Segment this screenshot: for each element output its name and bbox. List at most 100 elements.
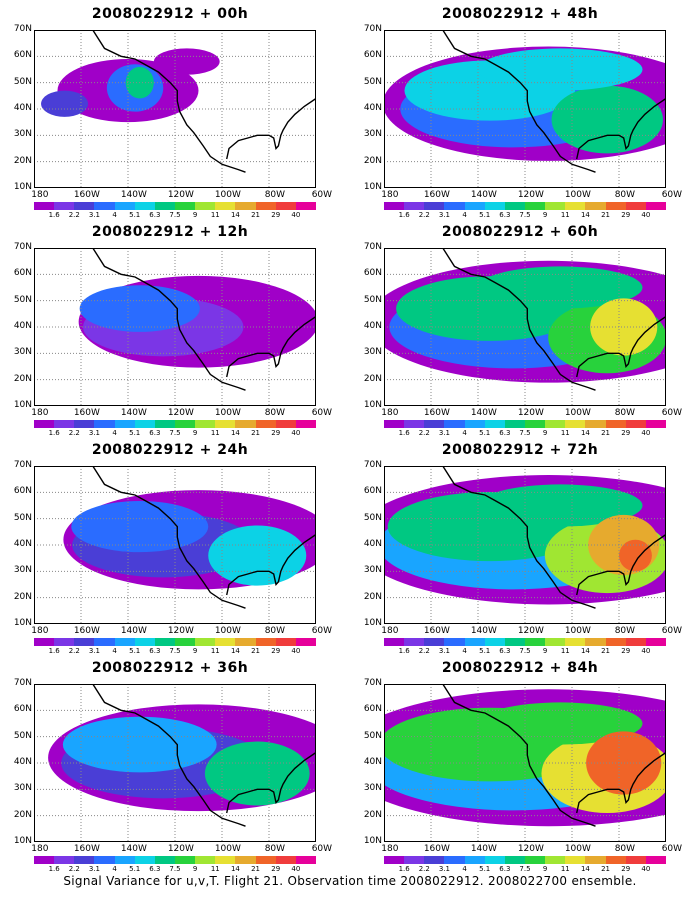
x-tick-label: 160W xyxy=(423,626,450,636)
map-frame xyxy=(384,466,666,624)
color-bar xyxy=(384,856,667,864)
x-tick-label: 180 xyxy=(381,190,399,200)
color-swatch xyxy=(565,420,586,428)
x-tick-label: 120W xyxy=(167,408,194,418)
colorbar-label: 40 xyxy=(291,647,301,655)
figure-caption: Signal Variance for u,v,T. Flight 21. Ob… xyxy=(63,874,637,888)
color-bar xyxy=(34,420,317,428)
y-tick-label: 50N xyxy=(363,76,382,87)
color-swatch xyxy=(295,856,317,864)
y-tick-label: 20N xyxy=(13,155,32,166)
x-tick-label: 140W xyxy=(120,190,147,200)
y-tick-label: 70N xyxy=(363,678,382,688)
color-swatch xyxy=(384,202,405,210)
x-tick-label: 180 xyxy=(31,626,49,636)
color-swatch xyxy=(545,856,566,864)
colorbar-label: 1.6 xyxy=(48,429,60,437)
y-tick-label: 60N xyxy=(363,704,382,715)
y-tick-label: 20N xyxy=(363,591,382,602)
color-swatch xyxy=(504,202,526,210)
colorbar-label: 6.3 xyxy=(149,429,161,437)
variance-contour xyxy=(41,90,89,117)
color-swatch xyxy=(235,856,257,864)
y-tick-label: 40N xyxy=(363,103,382,113)
color-swatch xyxy=(154,638,176,646)
x-tick-label: 100W xyxy=(214,626,241,636)
color-swatch xyxy=(34,856,55,864)
color-swatch xyxy=(34,202,55,210)
color-swatch xyxy=(585,202,607,210)
x-tick-label: 140W xyxy=(120,626,147,636)
colorbar-label: 21 xyxy=(251,865,261,873)
colorbar-label: 3.1 xyxy=(88,865,100,873)
color-swatch xyxy=(195,856,216,864)
y-tick-label: 70N xyxy=(13,242,32,252)
color-swatch xyxy=(255,420,277,428)
coastline xyxy=(442,30,596,173)
y-tick-label: 60N xyxy=(363,50,382,61)
colorbar-label: 5.1 xyxy=(129,429,141,437)
colorbar-label: 1.6 xyxy=(48,865,60,873)
map-frame xyxy=(384,248,666,406)
colorbar-label: 40 xyxy=(641,211,651,219)
color-swatch xyxy=(444,420,466,428)
color-swatch xyxy=(215,856,236,864)
colorbar-label: 7.5 xyxy=(169,647,181,655)
color-swatch xyxy=(525,202,546,210)
map-plot xyxy=(34,30,316,188)
color-swatch xyxy=(545,202,566,210)
x-tick-label: 160W xyxy=(73,190,100,200)
map-frame xyxy=(384,684,666,842)
coastline xyxy=(226,97,316,160)
x-tick-label: 80W xyxy=(264,626,286,636)
colorbar-label: 5.1 xyxy=(129,647,141,655)
color-swatch xyxy=(424,420,445,428)
color-swatch xyxy=(484,638,506,646)
color-swatch xyxy=(504,856,526,864)
color-swatch xyxy=(525,420,546,428)
map-plot xyxy=(34,466,316,624)
x-tick-label: 180 xyxy=(381,844,399,854)
map-panel: 2008022912 + 84h 70N 60N 50N 40N 30N 20N 10N 180… xyxy=(350,660,690,873)
y-tick-label: 30N xyxy=(363,129,382,140)
colorbar-label: 11 xyxy=(210,429,220,437)
x-tick-label: 80W xyxy=(264,844,286,854)
color-swatch xyxy=(134,856,156,864)
variance-contour xyxy=(62,716,217,773)
variance-contour xyxy=(71,500,209,553)
colorbar-label: 3.1 xyxy=(438,429,450,437)
x-tick-label: 100W xyxy=(564,408,591,418)
colorbar-label: 40 xyxy=(641,865,651,873)
colorbar-label: 2.2 xyxy=(418,211,430,219)
color-swatch xyxy=(215,638,236,646)
colorbar-label: 6.3 xyxy=(499,865,511,873)
y-tick-label: 50N xyxy=(363,730,382,741)
color-swatch xyxy=(114,856,136,864)
map-panel: 2008022912 + 12h 70N 60N 50N 40N 30N 20N 10N 180… xyxy=(0,224,340,437)
color-swatch xyxy=(605,856,627,864)
variance-contour xyxy=(619,539,652,572)
color-swatch xyxy=(504,638,526,646)
x-tick-label: 100W xyxy=(564,190,591,200)
color-swatch xyxy=(255,856,277,864)
y-tick-label: 20N xyxy=(363,373,382,384)
x-tick-label: 80W xyxy=(614,408,636,418)
colorbar-label: 14 xyxy=(230,429,240,437)
colorbar-label: 40 xyxy=(291,865,301,873)
x-tick-label: 160W xyxy=(73,408,100,418)
color-swatch xyxy=(74,420,95,428)
y-tick-label: 50N xyxy=(363,512,382,523)
color-swatch xyxy=(625,420,647,428)
x-tick-label: 140W xyxy=(120,844,147,854)
y-tick-label: 70N xyxy=(363,242,382,252)
color-swatch xyxy=(275,420,297,428)
color-swatch xyxy=(134,420,156,428)
colorbar-label: 21 xyxy=(601,865,611,873)
colorbar-label: 1.6 xyxy=(398,647,410,655)
map-plot xyxy=(384,248,666,406)
map-frame xyxy=(384,30,666,188)
colorbar-label: 5.1 xyxy=(479,647,491,655)
x-tick-label: 120W xyxy=(517,844,544,854)
colorbar-label: 4 xyxy=(462,429,467,437)
x-tick-label: 100W xyxy=(214,408,241,418)
